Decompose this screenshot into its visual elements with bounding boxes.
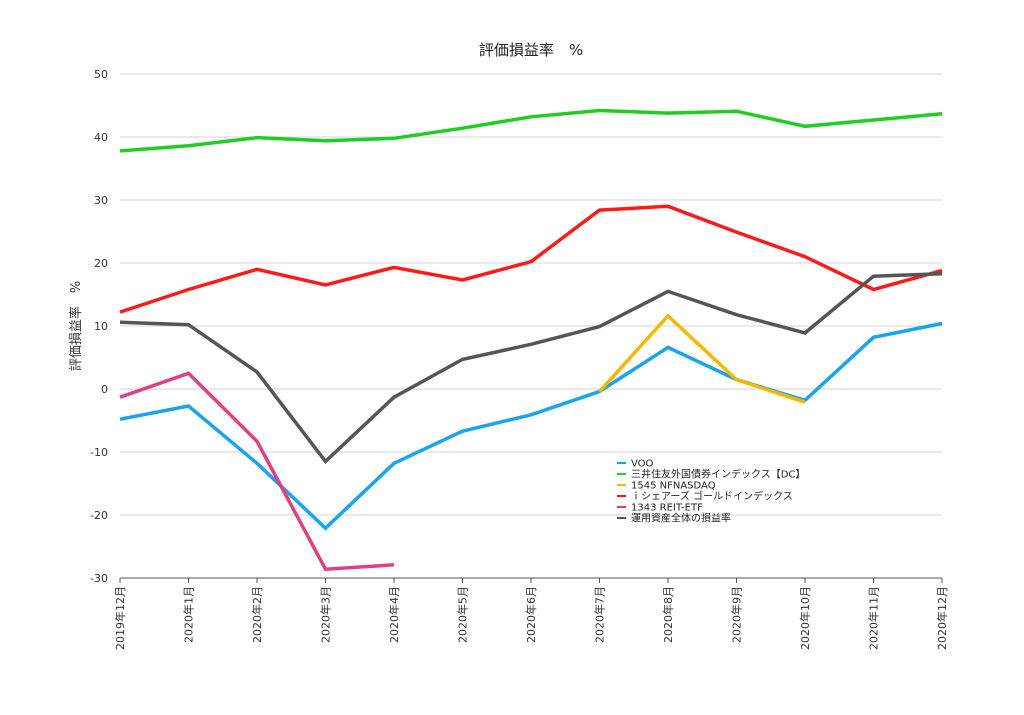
y-tick-label: -10 — [90, 446, 108, 459]
series-line — [119, 371, 395, 572]
x-axis-ticks: 2019年12月 2020年1月 2020年2月 2020年3月 2020年4月 2020… — [113, 578, 949, 650]
legend-entry: 運用資産全体の損益率 — [631, 512, 731, 525]
x-tick-label: 2020年8月 — [661, 586, 675, 643]
y-tick-label: -30 — [90, 572, 108, 585]
x-tick-label: 2019年12月 — [113, 586, 127, 650]
y-tick-label: 0 — [101, 383, 108, 396]
y-tick-label: 40 — [94, 131, 108, 144]
legend-entry: 1343 REIT-ETF — [631, 503, 703, 514]
y-tick-label: 50 — [94, 68, 108, 81]
series-line — [119, 108, 943, 153]
x-tick-label: 2020年10月 — [798, 586, 812, 650]
x-tick-label: 2020年6月 — [524, 586, 538, 643]
legend-entry: 三井住友外国債券インデックス【DC】 — [631, 468, 805, 481]
y-axis-label: 評価損益率 % — [68, 281, 84, 371]
x-tick-label: 2020年7月 — [593, 586, 607, 643]
series-line — [119, 321, 943, 531]
legend-entry: 1545 NFNASDAQ — [631, 481, 716, 492]
series-line — [119, 271, 943, 464]
x-tick-label: 2020年3月 — [319, 586, 333, 643]
x-tick-label: 2020年12月 — [935, 586, 949, 650]
x-tick-label: 2020年11月 — [867, 586, 881, 650]
x-tick-label: 2020年1月 — [182, 586, 196, 643]
x-tick-label: 2020年9月 — [730, 586, 744, 643]
y-tick-label: 10 — [94, 320, 108, 333]
y-tick-label: 20 — [94, 257, 108, 270]
legend-entry: VOO — [631, 459, 654, 470]
x-tick-label: 2020年2月 — [250, 586, 264, 643]
series-line — [598, 313, 806, 404]
x-tick-label: 2020年4月 — [387, 586, 401, 643]
series-lines — [119, 108, 943, 572]
chart-title: 評価損益率 % — [479, 41, 583, 59]
y-axis-ticks: 50 40 30 20 10 0 -10 -20 -30 — [90, 68, 108, 585]
y-tick-label: 30 — [94, 194, 108, 207]
legend-entry: ｉシェアーズ ゴールドインデックス — [631, 490, 793, 503]
x-tick-label: 2020年5月 — [456, 586, 470, 643]
gridlines — [120, 73, 942, 579]
series-line — [119, 204, 943, 314]
y-tick-label: -20 — [90, 509, 108, 522]
